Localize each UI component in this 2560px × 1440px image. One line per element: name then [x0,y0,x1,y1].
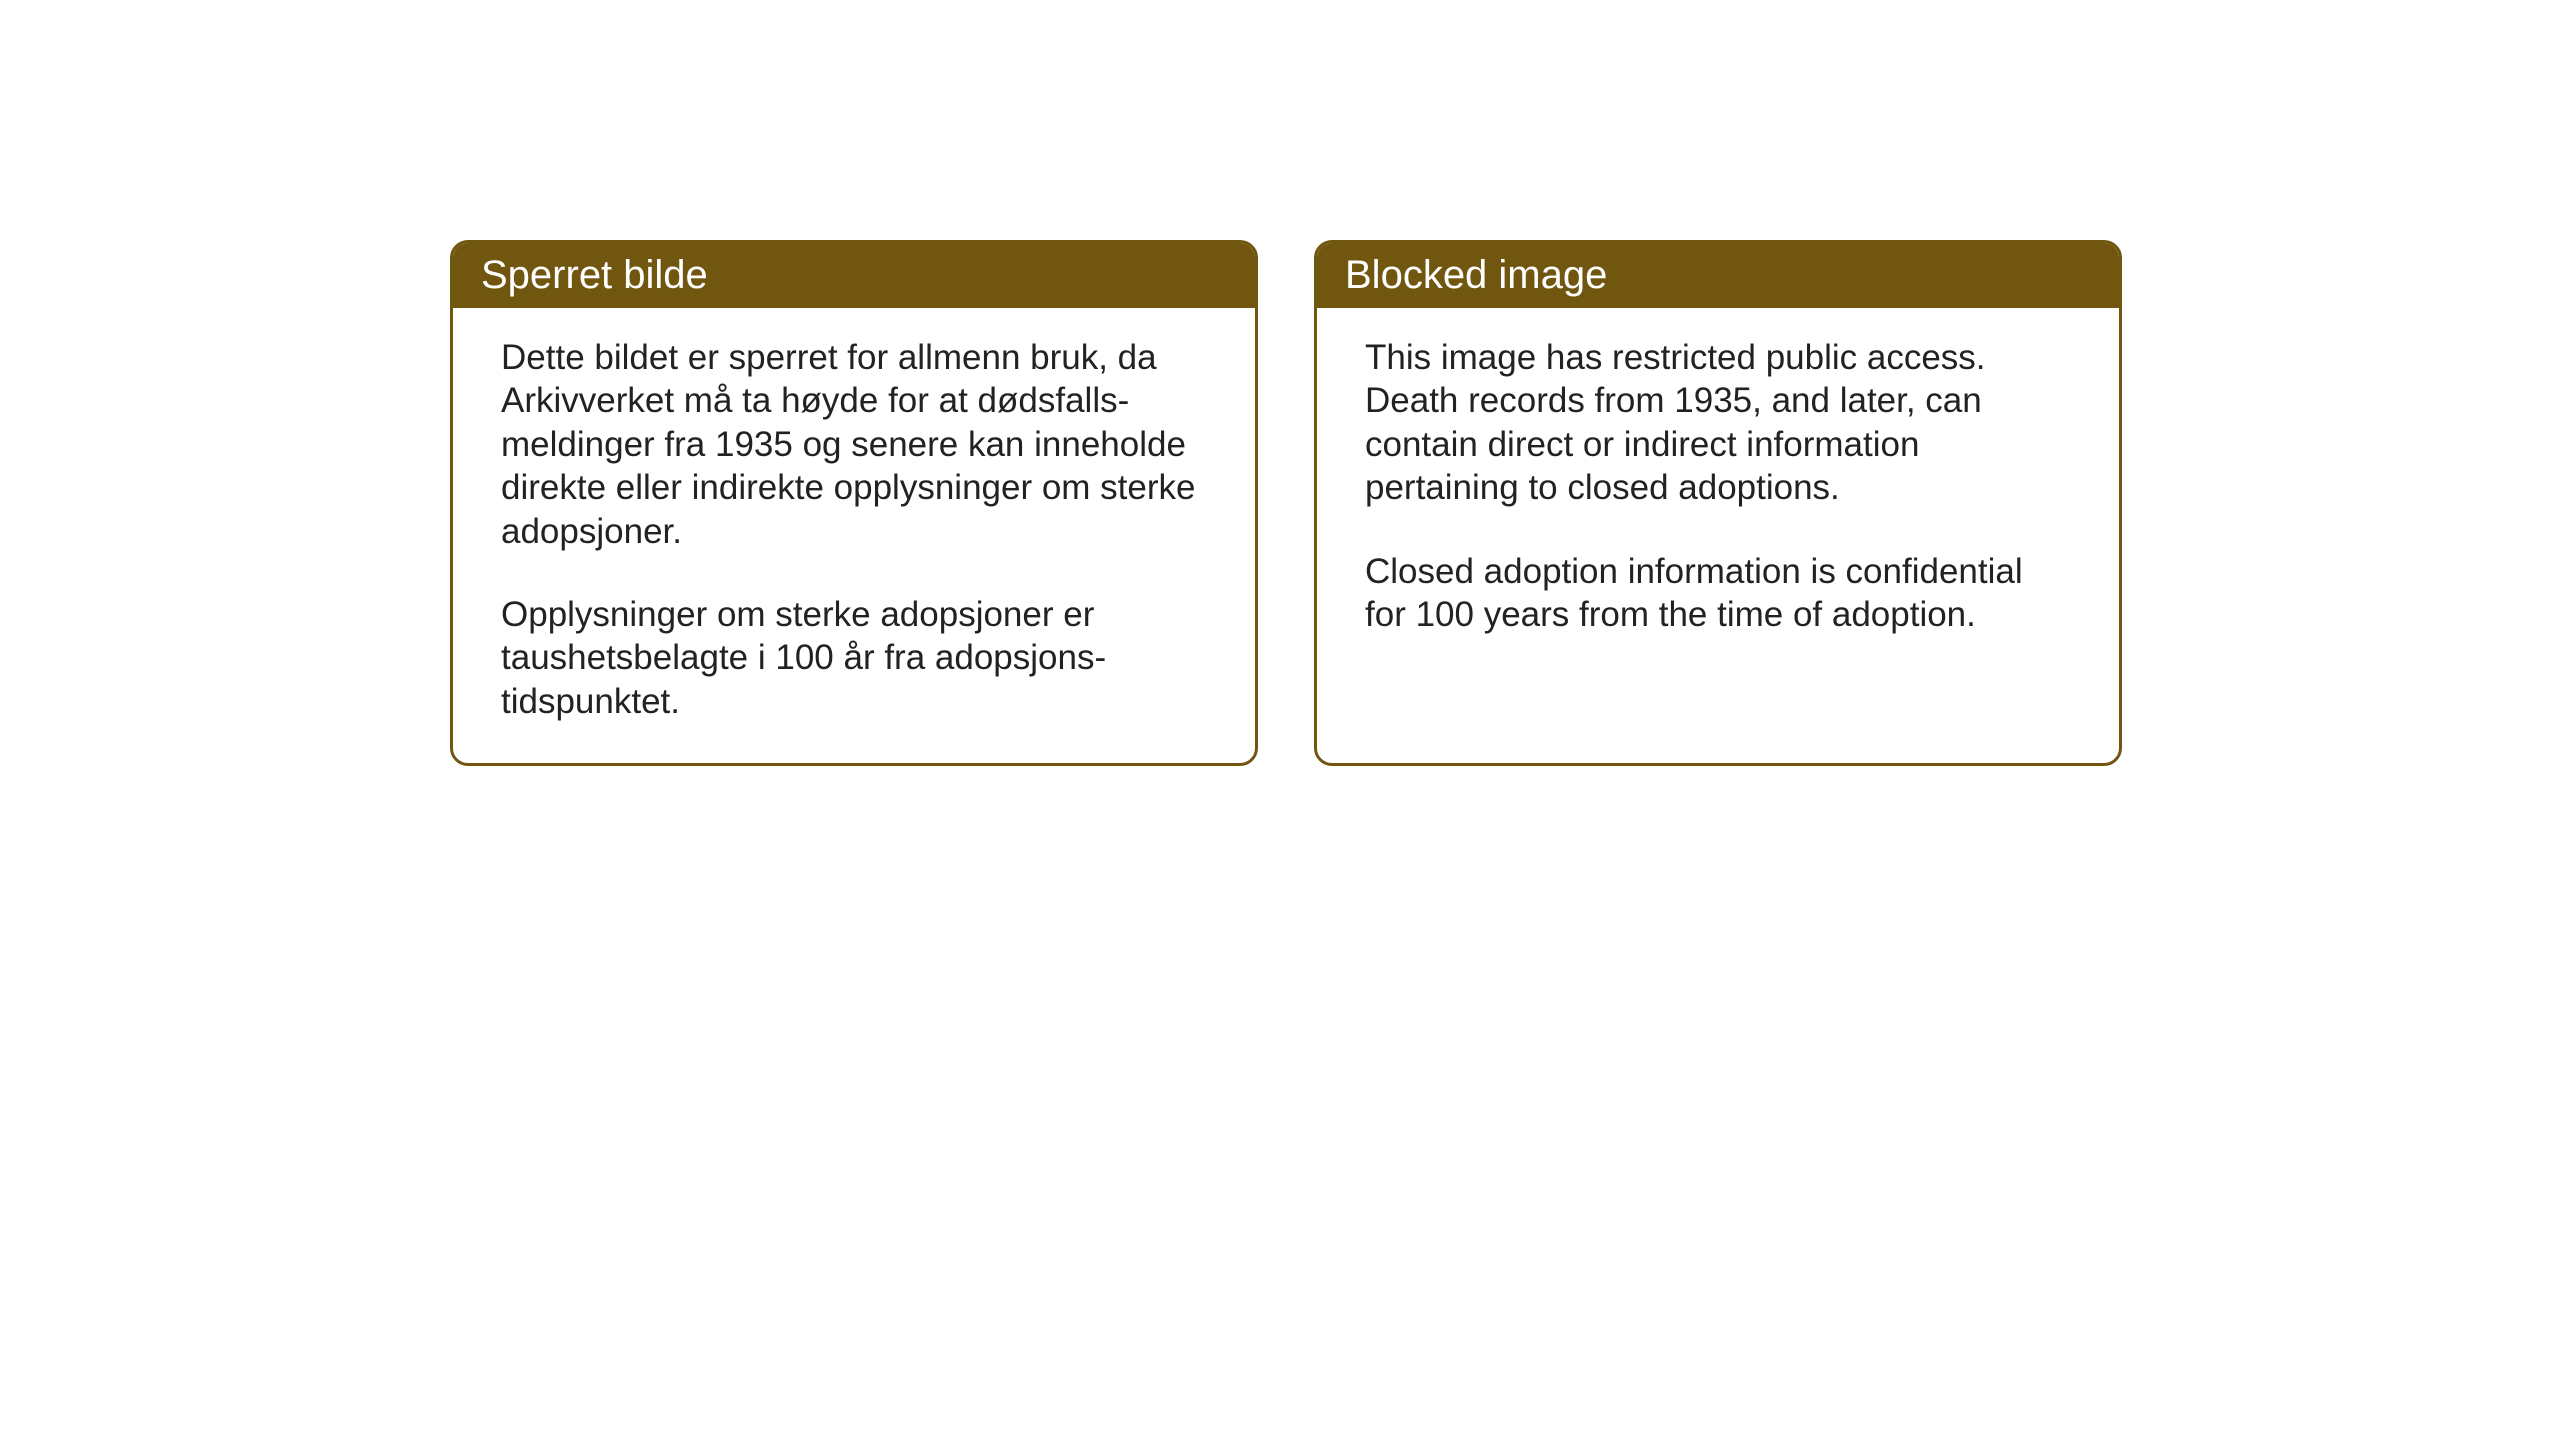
paragraph: Opplysninger om sterke adopsjoner er tau… [501,593,1207,723]
notice-card-english: Blocked image This image has restricted … [1314,240,2122,766]
card-body: Dette bildet er sperret for allmenn bruk… [453,308,1255,763]
paragraph: Dette bildet er sperret for allmenn bruk… [501,336,1207,553]
card-body: This image has restricted public access.… [1317,308,2119,676]
card-title: Blocked image [1345,253,1607,297]
card-header: Sperret bilde [453,243,1255,308]
notice-card-norwegian: Sperret bilde Dette bildet er sperret fo… [450,240,1258,766]
paragraph: Closed adoption information is confident… [1365,550,2071,637]
card-header: Blocked image [1317,243,2119,308]
notice-container: Sperret bilde Dette bildet er sperret fo… [0,0,2560,766]
card-title: Sperret bilde [481,253,708,297]
paragraph: This image has restricted public access.… [1365,336,2071,510]
